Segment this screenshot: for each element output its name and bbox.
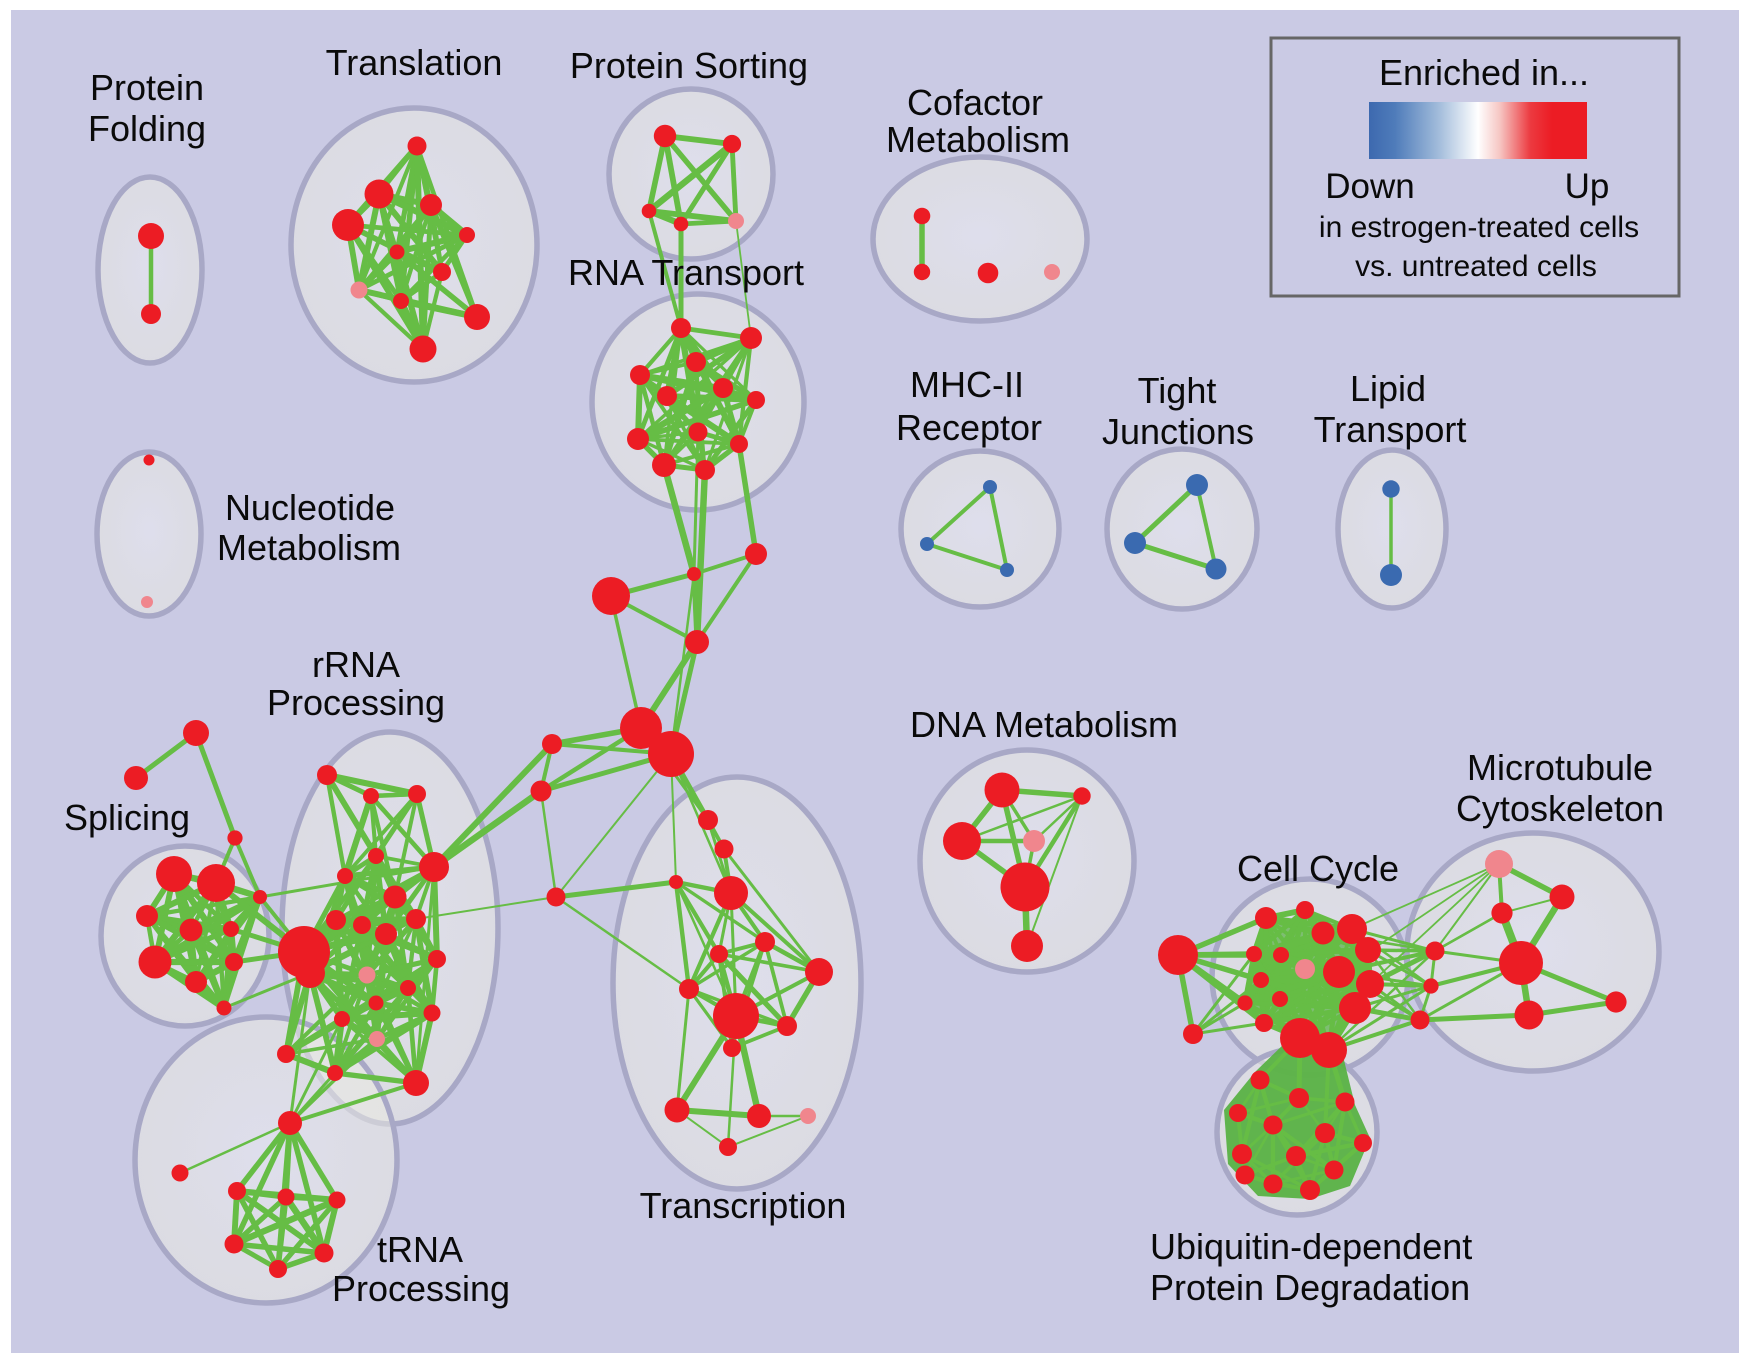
- svg-text:rRNA: rRNA: [312, 644, 400, 685]
- svg-text:vs. untreated cells: vs. untreated cells: [1355, 250, 1597, 283]
- svg-text:Junctions: Junctions: [1102, 411, 1254, 452]
- svg-text:Enriched in...: Enriched in...: [1379, 52, 1589, 93]
- svg-text:Folding: Folding: [88, 108, 206, 149]
- svg-text:Metabolism: Metabolism: [217, 527, 401, 568]
- svg-text:Protein: Protein: [90, 67, 204, 108]
- svg-text:Transport: Transport: [1314, 409, 1467, 450]
- svg-text:Up: Up: [1565, 167, 1610, 206]
- svg-text:Microtubule: Microtubule: [1467, 747, 1653, 788]
- svg-text:Splicing: Splicing: [64, 797, 190, 838]
- svg-text:Cofactor: Cofactor: [907, 82, 1043, 123]
- svg-text:Transcription: Transcription: [640, 1185, 847, 1226]
- svg-text:tRNA: tRNA: [377, 1229, 463, 1270]
- svg-text:Protein Degradation: Protein Degradation: [1150, 1267, 1470, 1308]
- svg-text:Protein Sorting: Protein Sorting: [570, 45, 808, 86]
- svg-text:in estrogen-treated cells: in estrogen-treated cells: [1319, 211, 1639, 244]
- svg-text:Receptor: Receptor: [896, 407, 1042, 448]
- svg-text:Tight: Tight: [1138, 370, 1217, 411]
- svg-text:Down: Down: [1325, 167, 1414, 206]
- svg-text:Processing: Processing: [267, 682, 445, 723]
- svg-text:Nucleotide: Nucleotide: [225, 487, 395, 528]
- svg-text:MHC-II: MHC-II: [910, 364, 1024, 405]
- svg-text:DNA Metabolism: DNA Metabolism: [910, 704, 1178, 745]
- svg-text:Processing: Processing: [332, 1268, 510, 1309]
- svg-text:Metabolism: Metabolism: [886, 119, 1070, 160]
- svg-text:Translation: Translation: [326, 42, 503, 83]
- svg-text:Ubiquitin-dependent: Ubiquitin-dependent: [1150, 1226, 1472, 1267]
- svg-text:Cell Cycle: Cell Cycle: [1237, 848, 1399, 889]
- svg-text:Lipid: Lipid: [1350, 368, 1426, 409]
- svg-text:RNA Transport: RNA Transport: [568, 252, 804, 293]
- svg-text:Cytoskeleton: Cytoskeleton: [1456, 788, 1664, 829]
